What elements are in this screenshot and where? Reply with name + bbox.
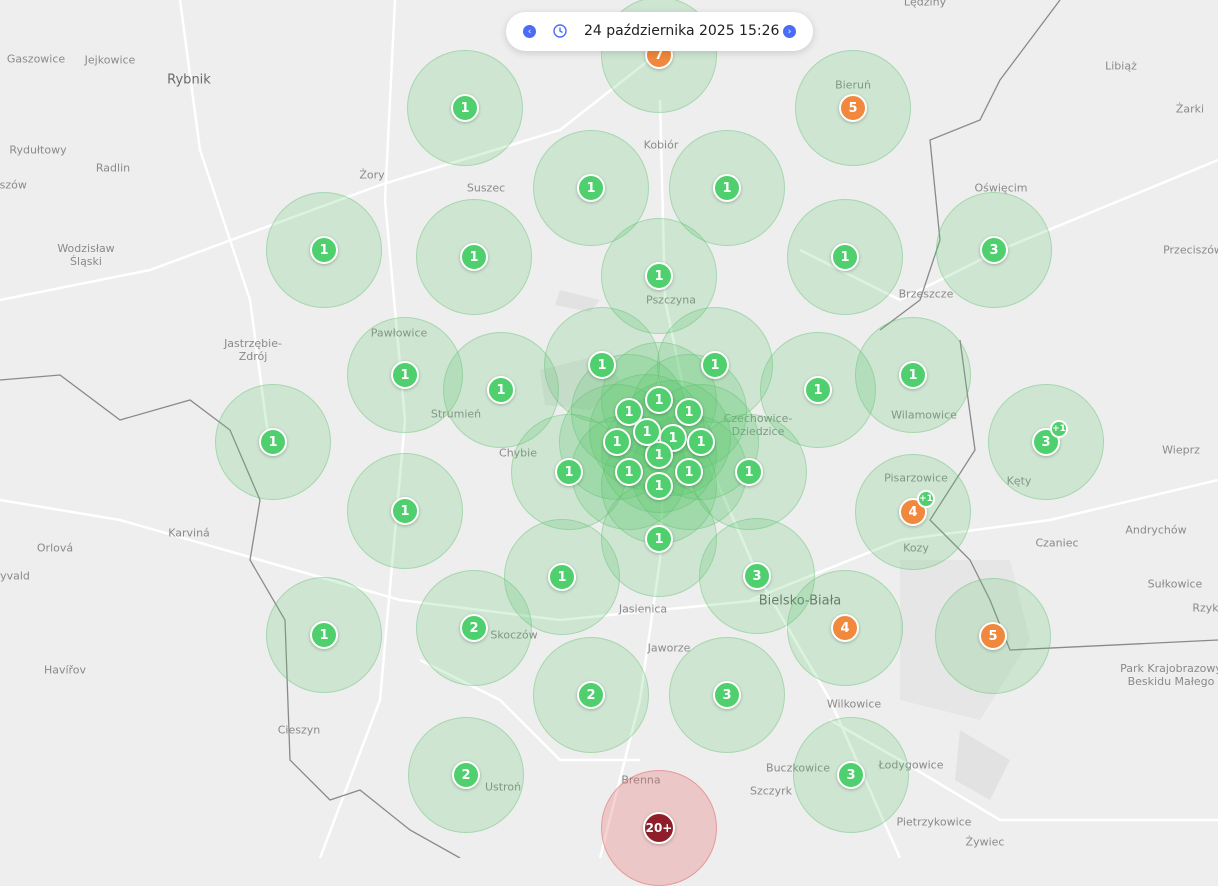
cluster-count: 3 bbox=[989, 242, 999, 258]
cluster-marker[interactable]: 1 bbox=[645, 525, 673, 553]
cluster-marker[interactable]: 20+ bbox=[643, 812, 675, 844]
cluster-marker[interactable]: 1 bbox=[310, 621, 338, 649]
cluster-marker[interactable]: 1 bbox=[603, 428, 631, 456]
cluster-count: 3 bbox=[722, 687, 732, 703]
cluster-marker[interactable]: 1 bbox=[391, 497, 419, 525]
cluster-count: 1 bbox=[624, 464, 634, 480]
cluster-marker[interactable]: 5 bbox=[839, 94, 867, 122]
cluster-count: 1 bbox=[840, 249, 850, 265]
cluster-marker[interactable]: 1 bbox=[687, 428, 715, 456]
cluster-count: 1 bbox=[496, 382, 506, 398]
cluster-count: 1 bbox=[564, 464, 574, 480]
cluster-count: 1 bbox=[624, 404, 634, 420]
cluster-marker[interactable]: 1 bbox=[645, 262, 673, 290]
cluster-marker[interactable]: 1 bbox=[713, 174, 741, 202]
cluster-marker[interactable]: 1 bbox=[675, 398, 703, 426]
cluster-count: 1 bbox=[744, 464, 754, 480]
cluster-count: 3 bbox=[752, 568, 762, 584]
cluster-marker[interactable]: 3 bbox=[837, 761, 865, 789]
cluster-marker[interactable]: 4 +1 bbox=[899, 490, 935, 526]
cluster-marker[interactable]: 2 bbox=[577, 681, 605, 709]
cluster-extra-badge: +1 bbox=[1050, 420, 1068, 438]
cluster-count: 1 bbox=[469, 249, 479, 265]
cluster-count: 1 bbox=[813, 382, 823, 398]
cluster-marker[interactable]: 1 bbox=[615, 398, 643, 426]
cluster-marker[interactable]: 2 bbox=[460, 614, 488, 642]
cluster-count: 4 bbox=[840, 620, 850, 636]
cluster-marker[interactable]: 3 bbox=[980, 236, 1008, 264]
cluster-marker[interactable]: 1 bbox=[310, 236, 338, 264]
cluster-count: 2 bbox=[461, 767, 471, 783]
cluster-count: 2 bbox=[469, 620, 479, 636]
cluster-marker[interactable]: 1 bbox=[487, 376, 515, 404]
cluster-marker[interactable]: 1 bbox=[804, 376, 832, 404]
cluster-count: 3 bbox=[846, 767, 856, 783]
cluster-count: 1 bbox=[696, 434, 706, 450]
cluster-marker[interactable]: 1 bbox=[588, 351, 616, 379]
cluster-count: 1 bbox=[710, 357, 720, 373]
cluster-marker[interactable]: 1 bbox=[645, 386, 673, 414]
cluster-count: 1 bbox=[654, 268, 664, 284]
cluster-marker[interactable]: 1 bbox=[633, 418, 661, 446]
cluster-count: 1 bbox=[684, 404, 694, 420]
cluster-count: 1 bbox=[557, 569, 567, 585]
cluster-count: 1 bbox=[319, 242, 329, 258]
current-datetime: 24 października 2025 15:26 bbox=[584, 23, 780, 39]
cluster-count: 1 bbox=[268, 434, 278, 450]
cluster-marker[interactable]: 1 bbox=[548, 563, 576, 591]
cluster-marker[interactable]: 2 bbox=[452, 761, 480, 789]
cluster-marker[interactable]: 1 bbox=[701, 351, 729, 379]
time-navigation-bar: ‹ 24 października 2025 15:26 › bbox=[506, 12, 813, 51]
cluster-marker[interactable]: 1 bbox=[831, 243, 859, 271]
cluster-count: 1 bbox=[612, 434, 622, 450]
cluster-marker[interactable]: 5 bbox=[979, 622, 1007, 650]
cluster-marker[interactable]: 3 +1 bbox=[1032, 420, 1068, 456]
cluster-count: 1 bbox=[586, 180, 596, 196]
cluster-marker[interactable]: 1 bbox=[259, 428, 287, 456]
cluster-count: 3 bbox=[1041, 434, 1051, 450]
cluster-marker[interactable]: 1 bbox=[391, 361, 419, 389]
cluster-count: 1 bbox=[908, 367, 918, 383]
cluster-count: 1 bbox=[642, 424, 652, 440]
cluster-marker[interactable]: 3 bbox=[713, 681, 741, 709]
cluster-count: 1 bbox=[654, 392, 664, 408]
cluster-marker[interactable]: 1 bbox=[899, 361, 927, 389]
cluster-count: 1 bbox=[460, 100, 470, 116]
cluster-count: 1 bbox=[684, 464, 694, 480]
cluster-count: 2 bbox=[586, 687, 596, 703]
chevron-left-icon[interactable]: ‹ bbox=[523, 25, 536, 38]
cluster-marker[interactable]: 1 bbox=[555, 458, 583, 486]
cluster-count: 1 bbox=[319, 627, 329, 643]
cluster-count: 1 bbox=[597, 357, 607, 373]
cluster-count: 5 bbox=[988, 628, 998, 644]
clock-icon[interactable] bbox=[552, 23, 568, 39]
chevron-right-icon[interactable]: › bbox=[783, 25, 796, 38]
cluster-marker[interactable]: 1 bbox=[615, 458, 643, 486]
cluster-marker[interactable]: 1 bbox=[460, 243, 488, 271]
cluster-marker[interactable]: 1 bbox=[645, 472, 673, 500]
cluster-marker[interactable]: 1 bbox=[577, 174, 605, 202]
cluster-marker[interactable]: 1 bbox=[451, 94, 479, 122]
cluster-extra-badge: +1 bbox=[917, 490, 935, 508]
cluster-count: 1 bbox=[654, 447, 664, 463]
cluster-marker[interactable]: 1 bbox=[735, 458, 763, 486]
cluster-marker[interactable]: 1 bbox=[675, 458, 703, 486]
cluster-count: 1 bbox=[400, 367, 410, 383]
cluster-count: 1 bbox=[654, 531, 664, 547]
cluster-count: 5 bbox=[848, 100, 858, 116]
cluster-marker[interactable]: 4 bbox=[831, 614, 859, 642]
cluster-count: 1 bbox=[722, 180, 732, 196]
cluster-count: 7 bbox=[654, 47, 664, 63]
cluster-count: 4 bbox=[908, 504, 918, 520]
cluster-count: 1 bbox=[400, 503, 410, 519]
cluster-marker[interactable]: 3 bbox=[743, 562, 771, 590]
cluster-count: 1 bbox=[668, 430, 678, 446]
cluster-count: 1 bbox=[654, 478, 664, 494]
cluster-count: 20+ bbox=[645, 821, 673, 835]
